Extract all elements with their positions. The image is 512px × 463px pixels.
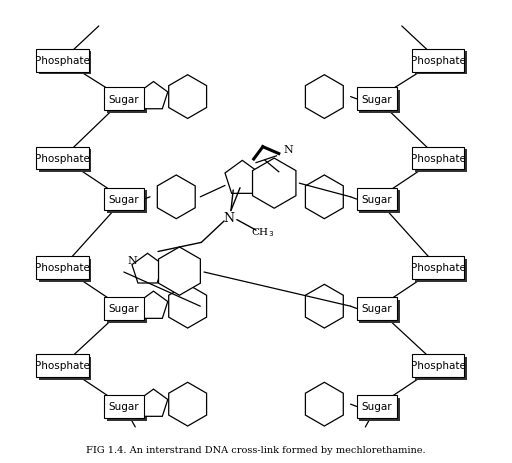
Text: N: N — [127, 255, 137, 265]
Bar — [415, 52, 467, 75]
Text: Sugar: Sugar — [109, 194, 139, 205]
Bar — [412, 354, 464, 377]
Text: N: N — [223, 212, 234, 225]
Bar — [39, 150, 91, 173]
Bar — [106, 300, 146, 323]
Bar — [359, 300, 399, 323]
Text: Phosphate: Phosphate — [411, 361, 466, 370]
Bar — [36, 257, 89, 279]
Polygon shape — [169, 285, 206, 328]
Bar — [359, 91, 399, 114]
Polygon shape — [139, 292, 168, 319]
Text: FIG 1.4. An interstrand DNA cross-link formed by mechlorethamine.: FIG 1.4. An interstrand DNA cross-link f… — [86, 445, 426, 454]
Bar — [104, 88, 144, 111]
Bar — [36, 354, 89, 377]
Text: Sugar: Sugar — [109, 94, 139, 105]
Bar — [359, 191, 399, 214]
Text: Phosphate: Phosphate — [411, 56, 466, 66]
Bar — [39, 259, 91, 282]
Text: N: N — [283, 144, 293, 155]
Text: Phosphate: Phosphate — [35, 154, 90, 164]
Bar — [357, 88, 397, 111]
Polygon shape — [169, 75, 206, 119]
Bar — [106, 191, 146, 214]
Bar — [415, 150, 467, 173]
Polygon shape — [225, 161, 260, 194]
Polygon shape — [159, 247, 200, 295]
Bar — [36, 147, 89, 170]
Text: Phosphate: Phosphate — [411, 154, 466, 164]
Polygon shape — [306, 175, 343, 219]
Polygon shape — [139, 82, 168, 110]
Bar — [39, 52, 91, 75]
Polygon shape — [139, 389, 168, 416]
Polygon shape — [169, 382, 206, 426]
Bar — [36, 50, 89, 72]
Bar — [106, 398, 146, 421]
Text: Sugar: Sugar — [361, 94, 392, 105]
Polygon shape — [252, 159, 296, 209]
Text: Sugar: Sugar — [109, 401, 139, 412]
Bar — [104, 395, 144, 418]
Text: Phosphate: Phosphate — [411, 263, 466, 273]
Bar — [357, 188, 397, 211]
Polygon shape — [132, 254, 163, 283]
Bar — [357, 297, 397, 320]
Text: Sugar: Sugar — [361, 401, 392, 412]
Bar — [106, 91, 146, 114]
Polygon shape — [306, 75, 343, 119]
Text: Phosphate: Phosphate — [35, 263, 90, 273]
Bar — [412, 50, 464, 72]
Polygon shape — [157, 175, 195, 219]
Text: Sugar: Sugar — [361, 304, 392, 314]
Bar — [357, 395, 397, 418]
Text: Sugar: Sugar — [361, 194, 392, 205]
Bar — [359, 398, 399, 421]
Text: Phosphate: Phosphate — [35, 56, 90, 66]
Text: Phosphate: Phosphate — [35, 361, 90, 370]
Bar — [104, 188, 144, 211]
Bar — [412, 147, 464, 170]
Text: Sugar: Sugar — [109, 304, 139, 314]
Polygon shape — [306, 382, 343, 426]
Bar — [415, 259, 467, 282]
Bar — [39, 357, 91, 380]
Text: CH$_3$: CH$_3$ — [251, 226, 274, 239]
Bar — [104, 297, 144, 320]
Bar — [412, 257, 464, 279]
Bar — [415, 357, 467, 380]
Polygon shape — [306, 285, 343, 328]
